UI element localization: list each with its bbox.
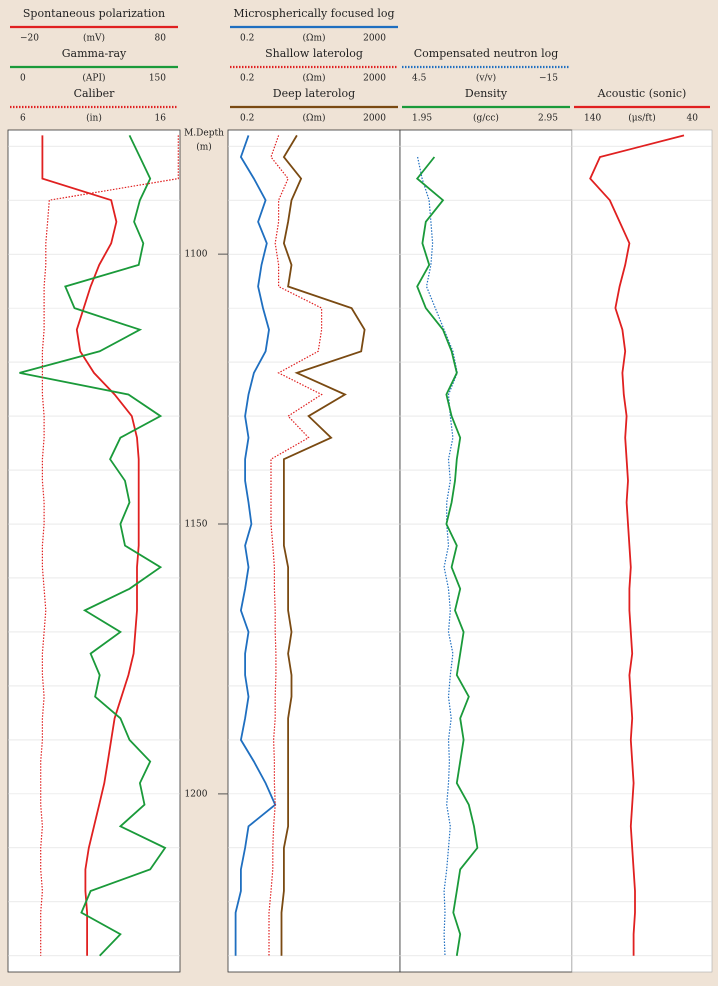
log-curve (417, 156, 458, 956)
curve-name: Spontaneous polarization (23, 7, 165, 20)
scale-right: 2.95 (538, 114, 558, 124)
curve-name: Microspherically focused log (233, 7, 394, 20)
scale-left: −20 (20, 34, 39, 44)
log-curve (19, 135, 167, 957)
scale-left: 0.2 (240, 74, 254, 84)
log-curve (40, 135, 179, 956)
depth-tick-label: 1150 (185, 520, 208, 530)
track-panel (227, 129, 401, 973)
scale-unit: (μs/ft) (628, 113, 655, 124)
scale-unit: (v/v) (476, 73, 496, 84)
scale-left: 140 (584, 114, 601, 124)
log-curve (415, 156, 479, 956)
scale-unit: (in) (86, 113, 102, 124)
scale-left: 1.95 (412, 114, 432, 124)
log-curve (41, 135, 140, 956)
scale-left: 4.5 (412, 74, 427, 84)
track-panel (571, 129, 713, 973)
depth-tick-label: 1200 (185, 789, 208, 799)
curve-name: Compensated neutron log (414, 47, 559, 60)
scale-right: 150 (149, 74, 166, 84)
scale-left: 0 (20, 74, 26, 84)
depth-label: M.Depth (184, 129, 224, 139)
curve-name: Acoustic (sonic) (597, 87, 687, 100)
scale-right: 40 (687, 114, 699, 124)
scale-right: 2000 (363, 74, 386, 84)
curve-name: Deep laterolog (273, 87, 355, 100)
scale-left: 0.2 (240, 34, 254, 44)
log-curve (280, 134, 366, 956)
scale-left: 0.2 (240, 114, 254, 124)
depth-tick-label: 1100 (185, 250, 208, 260)
curve-name: Density (465, 87, 508, 100)
scale-unit: (mV) (83, 33, 105, 44)
log-curve (589, 134, 685, 956)
depth-unit: (m) (196, 142, 212, 153)
scale-unit: (g/cc) (473, 113, 499, 124)
scale-unit: (Ωm) (302, 113, 325, 124)
scale-right: 80 (155, 34, 167, 44)
scale-unit: (Ωm) (302, 33, 325, 44)
scale-right: 16 (155, 114, 167, 124)
scale-right: −15 (539, 74, 558, 84)
scale-right: 2000 (363, 34, 386, 44)
curve-name: Gamma-ray (62, 47, 127, 60)
scale-left: 6 (20, 114, 26, 124)
curve-name: Shallow laterolog (265, 47, 363, 60)
scale-unit: (Ωm) (302, 73, 325, 84)
track-panel (399, 129, 573, 973)
scale-right: 2000 (363, 114, 386, 124)
log-curve (234, 135, 277, 956)
track-panel (7, 129, 181, 973)
scale-unit: (API) (82, 73, 105, 84)
curve-name: Caliber (74, 87, 116, 100)
